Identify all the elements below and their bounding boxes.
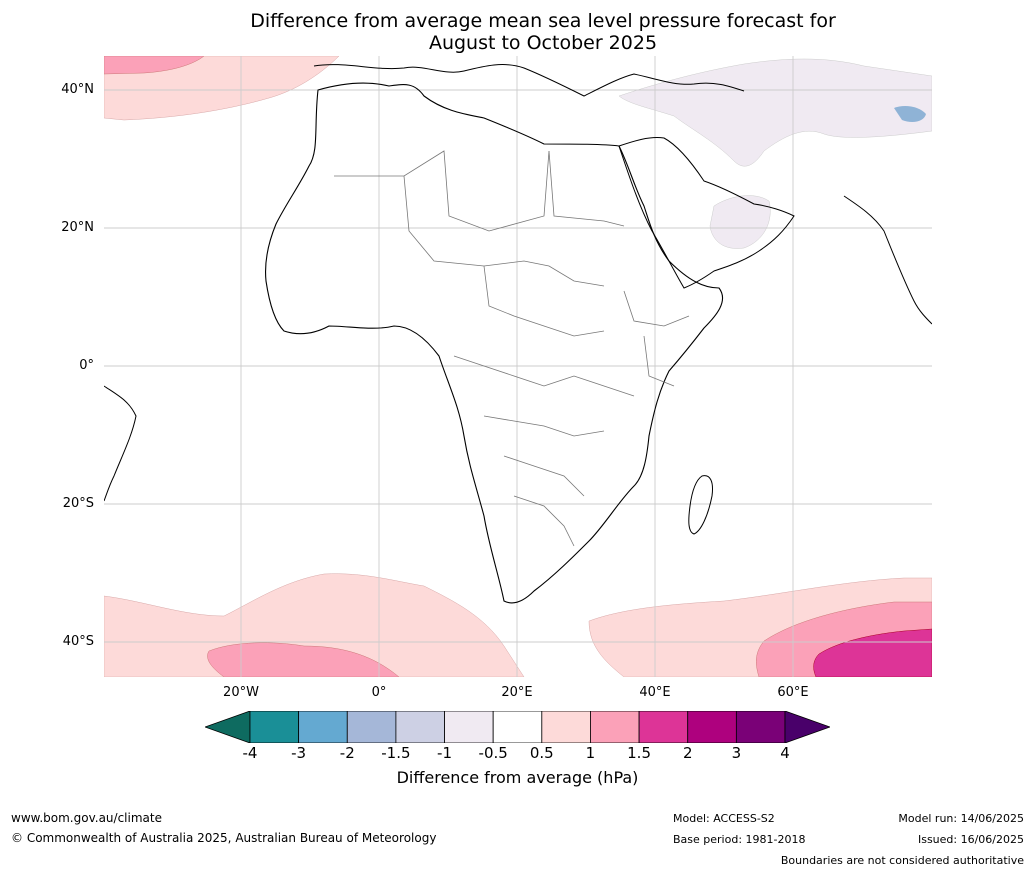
- colorbar-tick-label: -0.5: [478, 744, 508, 762]
- south-america-coastline: [103, 385, 137, 502]
- colorbar-segment: [444, 711, 494, 743]
- lat-label-40n: 40°N: [61, 82, 94, 97]
- colorbar-tick-label: -2: [339, 744, 355, 762]
- anomaly-north-pink: [103, 55, 205, 75]
- colorbar-segment: [346, 711, 397, 743]
- colorbar-tick-label: -4: [242, 744, 258, 762]
- map-title: Difference from average mean sea level p…: [0, 10, 1035, 54]
- colorbar-tick-label: 4: [780, 744, 790, 762]
- anomaly-south-east-magenta: [813, 628, 933, 678]
- footer-model-run: Model run: 14/06/2025: [898, 812, 1024, 825]
- india-coastline: [843, 195, 933, 325]
- footer-disclaimer: Boundaries are not considered authoritat…: [780, 854, 1024, 867]
- lon-label-20e: 20°E: [501, 685, 533, 700]
- footer-website[interactable]: www.bom.gov.au/climate: [11, 811, 162, 825]
- footer-base-period: Base period: 1981-2018: [673, 833, 806, 846]
- colorbar-tick-label: -1.5: [381, 744, 411, 762]
- colorbar-label: Difference from average (hPa): [396, 768, 639, 787]
- graticule: [104, 56, 932, 677]
- colorbar-high-extend: [784, 711, 830, 743]
- anomaly-south-west-pink: [207, 642, 400, 678]
- europe-coastline: [313, 64, 745, 97]
- colorbar-tick-label: 1.5: [627, 744, 651, 762]
- lon-label-20w: 20°W: [223, 685, 259, 700]
- colorbar: [205, 711, 830, 743]
- colorbar-segment: [492, 711, 543, 743]
- colorbar-segment: [298, 711, 348, 743]
- lat-label-20s: 20°S: [62, 496, 94, 511]
- map-svg: [103, 55, 933, 678]
- anomaly-arabia-lavender: [709, 195, 771, 249]
- colorbar-tick-label: 3: [731, 744, 742, 762]
- footer-model: Model: ACCESS-S2: [673, 812, 775, 825]
- colorbar-segment: [687, 711, 737, 743]
- colorbar-segment: [541, 711, 591, 743]
- madagascar-coastline: [688, 475, 713, 535]
- colorbar-low-extend: [205, 711, 251, 743]
- lat-label-40s: 40°S: [62, 634, 94, 649]
- colorbar-tick-label: 0.5: [529, 744, 554, 762]
- anomaly-middle-east-lavender: [618, 58, 933, 167]
- colorbar-segment: [735, 711, 786, 743]
- colorbar-segment: [638, 711, 689, 743]
- title-line-2: August to October 2025: [428, 32, 658, 54]
- arabia-coastline: [618, 137, 795, 289]
- anomaly-north-light-pink: [103, 55, 340, 121]
- colorbar-tick-label: 2: [682, 744, 693, 762]
- map-background: [104, 56, 932, 677]
- footer-copyright: © Commonwealth of Australia 2025, Austra…: [11, 831, 437, 845]
- africa-coastline: [265, 82, 724, 604]
- anomaly-asia-blue: [894, 106, 926, 122]
- lat-label-0: 0°: [79, 358, 94, 373]
- lon-label-60e: 60°E: [777, 685, 809, 700]
- colorbar-tick-label: -3: [291, 744, 307, 762]
- lon-label-40e: 40°E: [639, 685, 671, 700]
- colorbar-segment: [395, 711, 445, 743]
- colorbar-tick-label: 1: [585, 744, 596, 762]
- lat-label-20n: 20°N: [61, 220, 94, 235]
- colorbar-segment: [590, 711, 640, 743]
- colorbar-segments: [249, 711, 786, 743]
- footer-issued: Issued: 16/06/2025: [917, 833, 1024, 846]
- country-borders: [334, 150, 690, 547]
- colorbar-segment: [249, 711, 300, 743]
- colorbar-tick-label: -1: [437, 744, 453, 762]
- title-line-1: Difference from average mean sea level p…: [250, 10, 836, 32]
- map-area[interactable]: [103, 55, 933, 678]
- lon-label-0: 0°: [371, 685, 387, 700]
